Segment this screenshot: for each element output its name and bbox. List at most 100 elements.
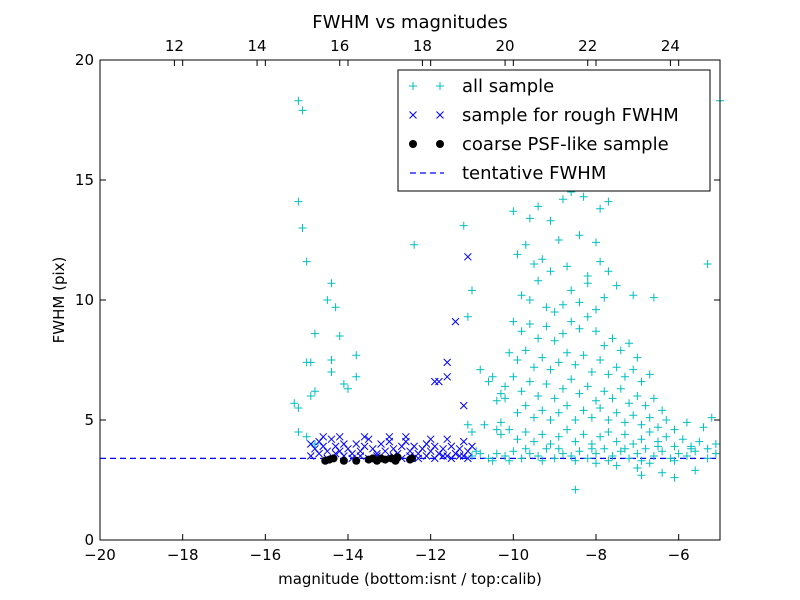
data-point [567,286,576,295]
data-point [426,435,435,444]
data-point [579,406,588,415]
data-point [468,286,476,295]
data-point [575,447,584,456]
data-point [604,267,613,276]
data-point [670,425,679,434]
data-point [517,387,526,396]
data-point [310,440,319,448]
x-tick-label: −20 [84,546,116,564]
data-point [608,452,617,460]
data-point [658,406,667,415]
data-point [525,214,534,223]
x-tick-label: −6 [668,546,690,564]
data-point [538,353,547,362]
data-point [625,399,634,408]
data-point [439,452,447,460]
data-point [583,454,592,463]
data-point [666,454,675,463]
data-point [496,430,505,439]
data-point [509,447,518,456]
data-point [484,377,493,386]
data-point [629,365,638,374]
top-tick-label: 14 [248,37,267,55]
data-point [327,356,336,364]
data-point [703,260,712,268]
data-point [604,456,613,465]
data-point [534,334,543,343]
data-point [641,444,650,453]
data-point [620,430,629,439]
data-point [592,238,600,247]
data-point [554,408,563,417]
data-point [310,329,319,338]
x-tick-label: −14 [332,546,364,564]
data-point [505,425,514,434]
data-point [468,428,476,436]
data-point [571,437,580,446]
data-point [294,404,303,412]
data-point [410,442,418,451]
data-point [430,454,439,463]
data-point [567,452,576,460]
data-point [488,456,497,465]
series-all-sample [290,70,724,494]
legend-item: sample for rough FWHM [409,105,679,126]
data-point [381,455,390,464]
data-point [587,413,596,422]
data-point [645,413,654,422]
data-point [649,452,658,460]
data-point [302,432,311,441]
data-point [600,387,609,396]
data-point [604,416,613,424]
data-point [674,449,683,458]
data-point [571,360,580,369]
legend-label: tentative FWHM [462,163,606,184]
data-point [521,346,530,355]
data-point [492,396,501,405]
data-point [682,418,691,427]
data-point [703,454,712,463]
data-point [670,473,679,482]
legend-swatch [436,82,444,90]
x-tick-label: −8 [585,546,607,564]
data-point [339,380,348,388]
data-point [521,428,530,436]
data-point [509,372,518,381]
data-point [534,392,543,400]
data-point [476,449,485,458]
data-point [550,394,559,403]
data-point [414,454,423,463]
data-point [699,423,708,432]
data-point [464,252,472,261]
data-point [513,435,522,444]
data-point [484,454,493,463]
data-point [294,428,303,436]
data-point [596,257,605,266]
data-point [294,197,303,206]
data-point [542,444,551,453]
data-point [579,351,588,360]
data-point [381,447,390,456]
legend-item: coarse PSF-like sample [409,134,669,155]
data-point [542,380,551,388]
data-point [360,432,369,441]
data-point [455,452,464,460]
data-point [596,432,605,441]
data-point [352,372,361,381]
data-point [298,224,307,232]
legend-swatch [409,82,417,90]
data-point [592,449,600,458]
data-point [554,432,563,441]
data-point [476,365,485,374]
top-tick-label: 18 [413,37,432,55]
series-coarse-psf-like-sample [321,453,417,465]
data-point [711,440,720,448]
data-point [352,456,361,465]
data-point [637,420,646,429]
data-point [563,348,572,357]
data-point [579,192,588,201]
data-point [575,389,584,398]
data-point [402,432,410,441]
data-point [443,435,452,444]
